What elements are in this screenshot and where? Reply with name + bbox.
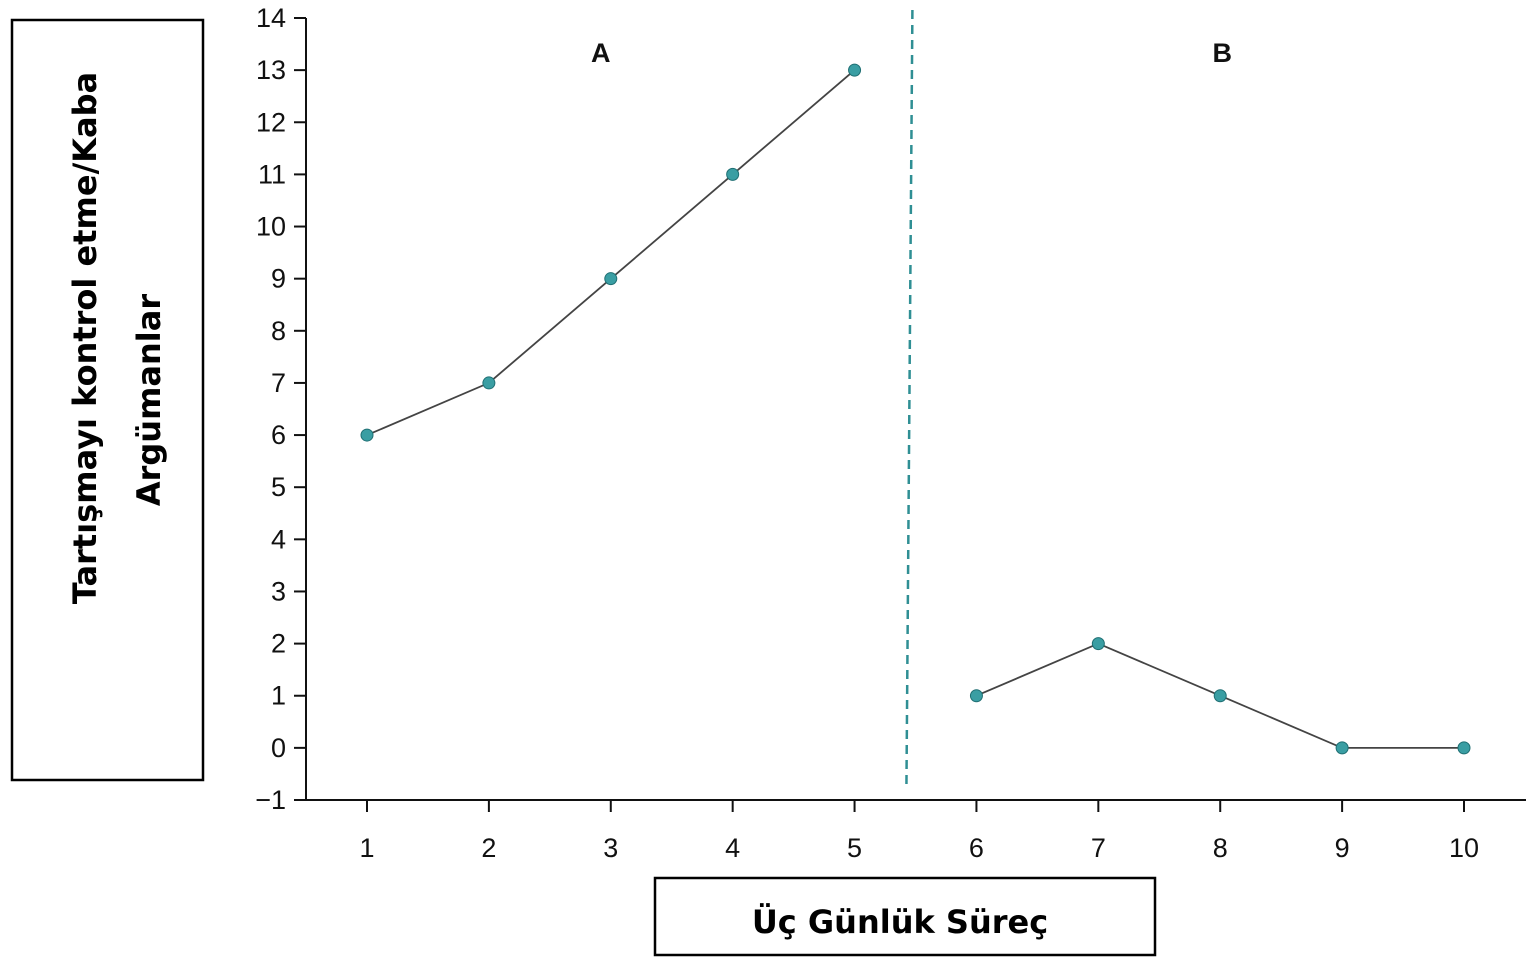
data-point-x6 <box>969 689 983 703</box>
ylabel-box <box>10 18 205 782</box>
phase-A-series <box>360 63 862 442</box>
y-tick-label-8: 7 <box>271 368 286 398</box>
x-tick-label-10: 10 <box>1449 833 1479 863</box>
y-tick-label-14: 13 <box>256 55 286 85</box>
phase-change-line <box>905 9 914 791</box>
x-tick-label-2: 2 <box>481 833 496 863</box>
x-tick-label-5: 5 <box>847 833 862 863</box>
phase-label-A: A <box>591 38 611 68</box>
phase-B-series <box>969 637 1471 755</box>
phase-label-B: B <box>1212 38 1232 68</box>
y-tick-label-0: −1 <box>255 785 286 815</box>
y-tick-label-7: 6 <box>271 420 286 450</box>
data-point-x8 <box>1213 689 1227 703</box>
phase-change-line-layer <box>905 9 914 791</box>
x-tick-label-1: 1 <box>359 833 374 863</box>
data-point-x5 <box>848 63 862 77</box>
x-tick-label-7: 7 <box>1091 833 1106 863</box>
y-tick-label-4: 3 <box>271 576 286 606</box>
y-tick-label-6: 5 <box>271 472 286 502</box>
y-tick-label-9: 8 <box>271 316 286 346</box>
ylabel-line-2: Argümanlar <box>130 294 168 507</box>
ylabel-line-1: Tartışmayı kontrol etme/Kaba <box>66 72 104 604</box>
x-tick-label-8: 8 <box>1213 833 1228 863</box>
y-tick-label-10: 9 <box>271 264 286 294</box>
x-tick-label-9: 9 <box>1335 833 1350 863</box>
data-point-x2 <box>482 376 496 390</box>
data-point-x10 <box>1457 741 1471 755</box>
y-tick-label-2: 1 <box>271 681 286 711</box>
data-point-x1 <box>360 428 374 442</box>
x-tick-label-3: 3 <box>603 833 618 863</box>
y-tick-label-3: 2 <box>271 629 286 659</box>
y-tick-label-11: 10 <box>256 212 286 242</box>
data-point-x4 <box>726 167 740 181</box>
x-tick-label-6: 6 <box>969 833 984 863</box>
data-point-x7 <box>1091 637 1105 651</box>
x-tick-label-4: 4 <box>725 833 740 863</box>
xlabel-box <box>653 876 1157 957</box>
y-tick-label-5: 4 <box>271 524 286 554</box>
phase-A-line <box>366 69 856 436</box>
data-point-x3 <box>604 272 618 286</box>
data-point-x9 <box>1335 741 1349 755</box>
y-tick-label-13: 12 <box>256 107 286 137</box>
y-tick-label-12: 11 <box>258 159 286 189</box>
y-tick-label-1: 0 <box>271 733 286 763</box>
xlabel: Üç Günlük Süreç <box>752 903 1048 941</box>
y-tick-label-15: 14 <box>256 3 286 33</box>
